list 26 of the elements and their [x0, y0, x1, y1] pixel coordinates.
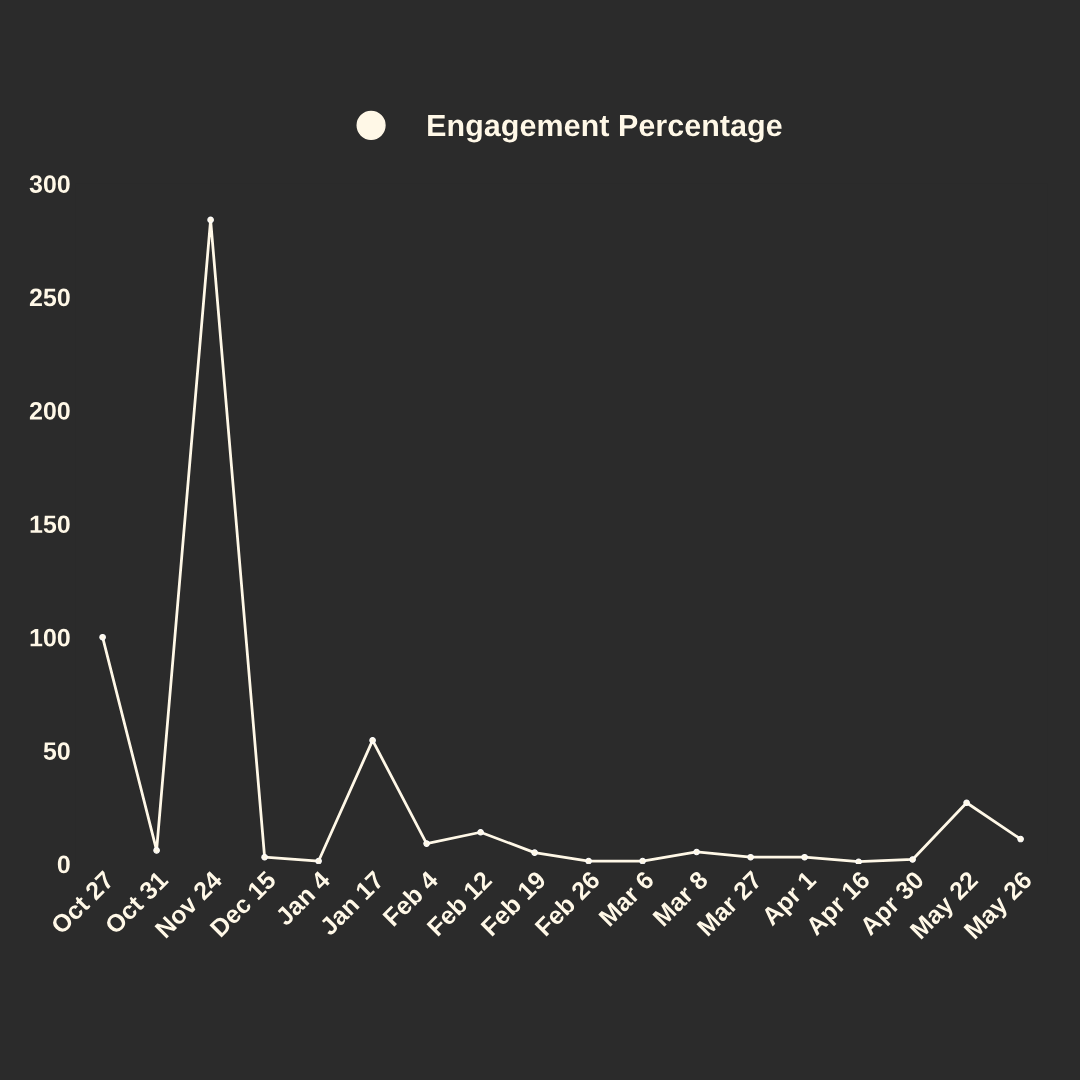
- point: [747, 853, 754, 861]
- point: [963, 799, 970, 807]
- point: [477, 828, 484, 836]
- y-tick-label: 100: [30, 628, 70, 647]
- y-tick-label: 0: [57, 855, 70, 874]
- y-tick-label: 200: [29, 402, 70, 420]
- y-tick-label: 250: [29, 288, 70, 307]
- point: [207, 216, 214, 224]
- point: [531, 849, 538, 856]
- point: [261, 853, 268, 861]
- point: [909, 856, 916, 863]
- point: [639, 857, 646, 864]
- point: [315, 857, 322, 864]
- point: [855, 858, 862, 864]
- legend-label: Engagement Percentage: [428, 115, 782, 143]
- point: [1017, 835, 1024, 843]
- point: [423, 840, 430, 847]
- y-tick-label: 300: [29, 175, 70, 193]
- point: [369, 737, 376, 744]
- point: [153, 847, 160, 854]
- point: [801, 853, 808, 861]
- point: [693, 848, 700, 856]
- point: [585, 857, 592, 864]
- y-tick-label: 50: [43, 742, 70, 760]
- point: [99, 633, 106, 641]
- y-tick-label: 150: [30, 515, 70, 534]
